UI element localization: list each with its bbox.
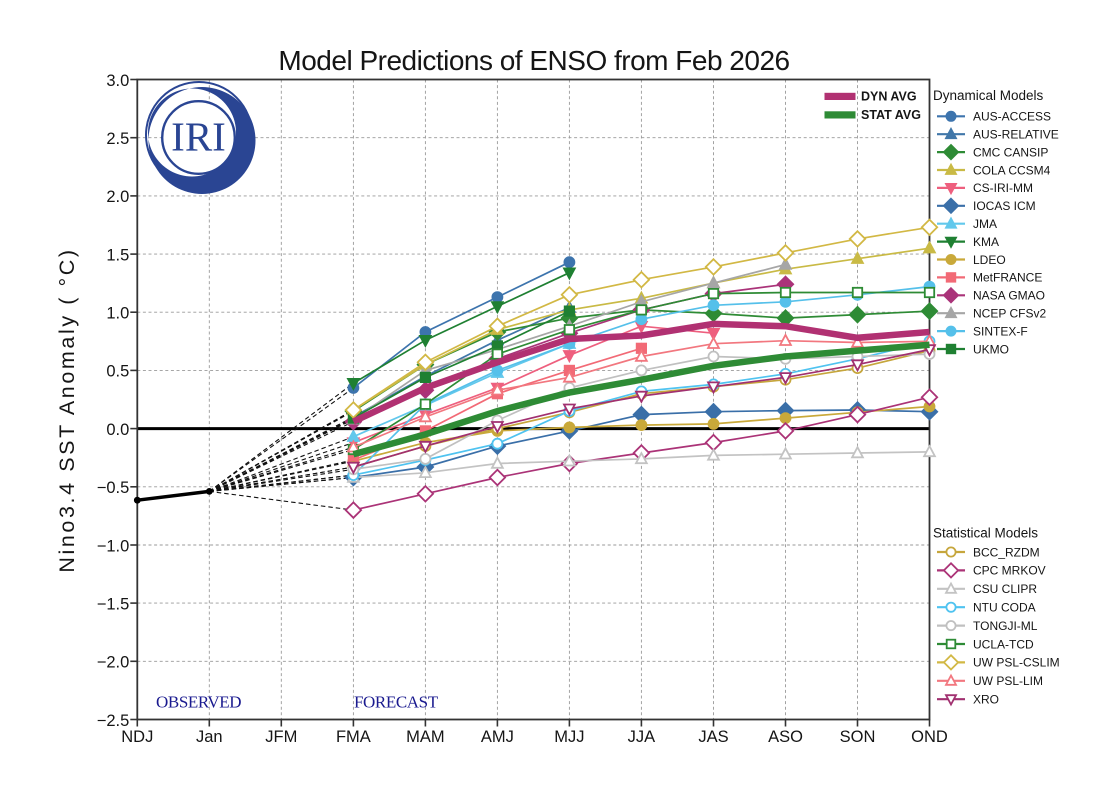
svg-text:CMC CANSIP: CMC CANSIP bbox=[973, 145, 1048, 159]
svg-text:AUS-ACCESS: AUS-ACCESS bbox=[973, 110, 1051, 124]
svg-text:NCEP CFSv2: NCEP CFSv2 bbox=[973, 307, 1046, 321]
svg-text:−0.5: −0.5 bbox=[97, 479, 130, 497]
svg-text:3.0: 3.0 bbox=[106, 72, 129, 90]
svg-text:SON: SON bbox=[840, 728, 876, 746]
svg-text:OND: OND bbox=[911, 728, 948, 746]
svg-text:FORECAST: FORECAST bbox=[354, 693, 439, 712]
svg-text:JMA: JMA bbox=[973, 217, 997, 231]
svg-text:ASO: ASO bbox=[768, 728, 803, 746]
svg-text:MAM: MAM bbox=[406, 728, 445, 746]
svg-text:2.5: 2.5 bbox=[106, 130, 129, 148]
svg-text:FMA: FMA bbox=[336, 728, 371, 746]
svg-text:Nino3.4 SST Anomaly ( °C): Nino3.4 SST Anomaly ( °C) bbox=[55, 247, 79, 572]
svg-text:IOCAS ICM: IOCAS ICM bbox=[973, 199, 1036, 213]
svg-text:COLA CCSM4: COLA CCSM4 bbox=[973, 163, 1051, 177]
svg-text:1.5: 1.5 bbox=[106, 246, 129, 264]
svg-text:Jan: Jan bbox=[196, 728, 223, 746]
svg-text:XRO: XRO bbox=[973, 693, 999, 707]
svg-text:Statistical Models: Statistical Models bbox=[933, 526, 1038, 541]
svg-text:KMA: KMA bbox=[973, 235, 999, 249]
svg-text:−1.0: −1.0 bbox=[97, 537, 130, 555]
svg-text:1.0: 1.0 bbox=[106, 305, 129, 323]
svg-text:NTU CODA: NTU CODA bbox=[973, 601, 1036, 615]
svg-text:OBSERVED: OBSERVED bbox=[156, 693, 241, 712]
svg-text:0.5: 0.5 bbox=[106, 363, 129, 381]
svg-text:NASA GMAO: NASA GMAO bbox=[973, 289, 1045, 303]
svg-text:UKMO: UKMO bbox=[973, 342, 1009, 356]
svg-text:−2.0: −2.0 bbox=[97, 654, 130, 672]
svg-text:CSU CLIPR: CSU CLIPR bbox=[973, 582, 1037, 596]
svg-text:SINTEX-F: SINTEX-F bbox=[973, 324, 1028, 338]
svg-text:STAT AVG: STAT AVG bbox=[861, 108, 921, 122]
svg-text:UCLA-TCD: UCLA-TCD bbox=[973, 637, 1034, 651]
svg-text:−2.5: −2.5 bbox=[97, 712, 130, 730]
svg-text:LDEO: LDEO bbox=[973, 253, 1006, 267]
svg-text:UW PSL-LIM: UW PSL-LIM bbox=[973, 674, 1043, 688]
svg-text:JAS: JAS bbox=[698, 728, 728, 746]
svg-text:0.0: 0.0 bbox=[106, 421, 129, 439]
svg-text:MJJ: MJJ bbox=[554, 728, 584, 746]
svg-text:AUS-RELATIVE: AUS-RELATIVE bbox=[973, 128, 1059, 142]
svg-text:MetFRANCE: MetFRANCE bbox=[973, 271, 1042, 285]
svg-text:BCC_RZDM: BCC_RZDM bbox=[973, 545, 1040, 559]
svg-text:CPC MRKOV: CPC MRKOV bbox=[973, 564, 1046, 578]
svg-text:JJA: JJA bbox=[628, 728, 656, 746]
svg-text:JFM: JFM bbox=[265, 728, 297, 746]
svg-text:−1.5: −1.5 bbox=[97, 595, 130, 613]
svg-text:TONGJI-ML: TONGJI-ML bbox=[973, 619, 1038, 633]
svg-text:Model Predictions of ENSO from: Model Predictions of ENSO from Feb 2026 bbox=[278, 45, 789, 76]
svg-text:AMJ: AMJ bbox=[481, 728, 514, 746]
svg-text:UW PSL-CSLIM: UW PSL-CSLIM bbox=[973, 656, 1060, 670]
svg-text:NDJ: NDJ bbox=[121, 728, 153, 746]
svg-text:CS-IRI-MM: CS-IRI-MM bbox=[973, 181, 1033, 195]
svg-text:2.0: 2.0 bbox=[106, 188, 129, 206]
svg-text:IRI: IRI bbox=[171, 114, 226, 160]
svg-text:Dynamical Models: Dynamical Models bbox=[933, 88, 1044, 103]
svg-text:DYN AVG: DYN AVG bbox=[861, 90, 917, 104]
